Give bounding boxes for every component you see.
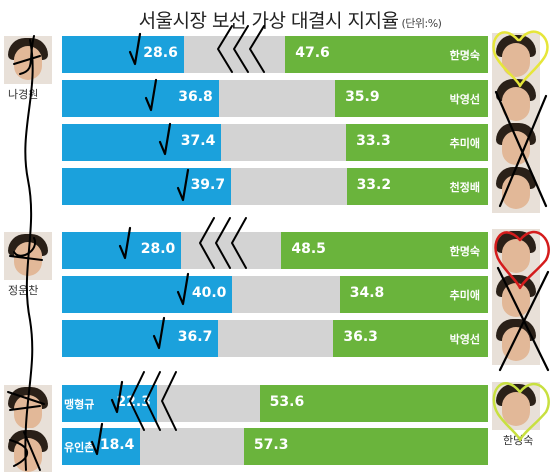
right-value-label: 33.3 (356, 133, 391, 149)
photo-face (502, 392, 530, 426)
right-bar: 36.3 박영선 (333, 320, 488, 357)
chevron-mark (215, 217, 231, 269)
left-bar: 37.4 (62, 124, 222, 161)
left-value-label: 36.7 (177, 329, 213, 345)
left-candidate-label: 맹형규 (64, 398, 95, 411)
check-mark (144, 78, 158, 112)
right-bar: 57.3 (243, 428, 488, 465)
undecided-bar (156, 385, 260, 422)
left-value-label: 28.0 (140, 241, 176, 257)
chart-title-text: 서울시장 보선 가상 대결시 지지율 (138, 10, 399, 32)
left-bar: 39.7 (62, 168, 232, 205)
left-value-label: 39.7 (190, 177, 226, 193)
left-bar: 36.7 (62, 320, 219, 357)
chevron-mark (231, 217, 247, 269)
check-mark (110, 380, 124, 414)
right-bar: 35.9 박영선 (335, 80, 488, 117)
check-mark (118, 226, 132, 260)
undecided-bar (218, 80, 336, 117)
heart-outline-green (492, 382, 550, 442)
left-bar: 36.8 (62, 80, 219, 117)
right-candidate-label: 추미애 (449, 137, 480, 150)
chevron-mark (129, 371, 145, 431)
chevron-mark (199, 217, 215, 269)
left-value-label: 22.3 (116, 394, 151, 410)
right-bar: 33.3 추미애 (346, 124, 488, 161)
left-value-label: 40.0 (191, 285, 227, 301)
left-candidate-label: 유인촌 (64, 441, 95, 454)
right-candidate-name: 한명숙 (503, 434, 534, 447)
right-value-label: 53.6 (269, 394, 305, 410)
right-value-label: 35.9 (345, 89, 380, 105)
check-mark (128, 32, 142, 66)
check-mark (158, 122, 172, 156)
right-candidate-photo (492, 121, 540, 169)
undecided-bar (183, 36, 286, 73)
right-bar: 34.8 추미애 (339, 276, 488, 313)
undecided-bar (232, 276, 340, 313)
right-candidate-photo (492, 33, 540, 81)
right-bar: 53.6 (259, 385, 488, 422)
right-bar: 48.5 한명숙 (281, 232, 488, 269)
right-bar: 33.2 천정배 (346, 168, 488, 205)
left-bar: 18.4 (62, 428, 141, 465)
left-candidate-photo (4, 428, 52, 472)
left-hook-mark (9, 237, 43, 261)
right-value-label: 34.8 (349, 285, 385, 301)
left-value-label: 18.4 (99, 437, 135, 453)
right-candidate-label: 한명숙 (449, 245, 480, 258)
heart-outline-red (494, 231, 550, 290)
chevron-mark (249, 25, 265, 73)
chevron-mark (217, 25, 233, 73)
undecided-bar (221, 124, 347, 161)
left-hook-mark (7, 391, 45, 411)
left-value-label: 36.8 (178, 89, 213, 105)
right-value-label: 57.3 (253, 437, 289, 453)
chevron-mark (161, 371, 177, 431)
left-hook-mark (9, 431, 41, 471)
undecided-bar (140, 428, 244, 465)
chart-title: 서울시장 보선 가상 대결시 지지율 (단위:%) (120, 6, 460, 33)
right-value-label: 48.5 (291, 241, 326, 257)
vertical-scribble-line (24, 39, 34, 471)
left-bar: 40.0 (62, 276, 233, 313)
photo-face (502, 283, 530, 317)
photo-face (502, 239, 530, 273)
chart-unit: (단위:%) (401, 17, 442, 30)
check-mark (152, 316, 166, 350)
right-candidate-label: 천정배 (449, 181, 480, 194)
undecided-bar (218, 320, 334, 357)
left-hook-mark (13, 35, 41, 75)
chevron-mark (145, 371, 161, 431)
right-bar: 47.6 한명숙 (285, 36, 488, 73)
right-candidate-photo (492, 273, 540, 321)
left-value-label: 28.6 (143, 45, 178, 61)
right-value-label: 33.2 (356, 177, 392, 193)
right-candidate-label: 박영선 (449, 93, 480, 106)
check-mark (176, 168, 190, 202)
check-mark (90, 422, 104, 456)
left-candidate-name: 정운찬 (8, 284, 39, 297)
right-candidate-label: 박영선 (449, 333, 480, 346)
chevron-mark (233, 25, 249, 73)
left-bar: 28.6 (62, 36, 184, 73)
left-value-label: 37.4 (180, 133, 216, 149)
right-candidate-photo (492, 382, 540, 430)
undecided-bar (181, 232, 282, 269)
right-candidate-label: 한명숙 (449, 49, 480, 62)
right-value-label: 36.3 (343, 329, 378, 345)
right-value-label: 47.6 (295, 45, 330, 61)
check-mark (176, 272, 190, 306)
heart-outline-yellow (492, 30, 549, 88)
undecided-bar (231, 168, 347, 205)
cross-mark (494, 90, 548, 208)
cross-mark (496, 266, 550, 372)
left-bar: 22.3 (62, 385, 157, 422)
right-candidate-label: 추미애 (449, 289, 480, 302)
